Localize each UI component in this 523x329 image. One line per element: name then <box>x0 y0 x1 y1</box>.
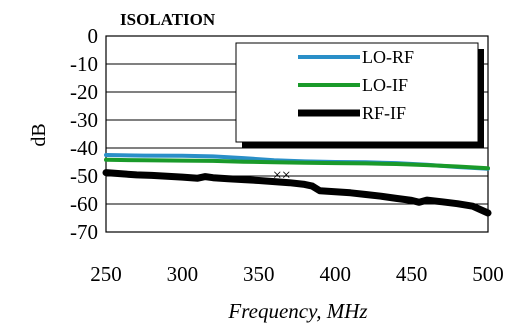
x-tick-label: 350 <box>243 262 275 286</box>
x-tick-label: 500 <box>472 262 504 286</box>
x-tick-label: 300 <box>167 262 199 286</box>
series-lines <box>102 153 492 217</box>
chart-title: ISOLATION <box>120 10 216 29</box>
legend-label: LO-RF <box>362 47 414 67</box>
legend: LO-RF LO-IF RF-IF <box>235 42 484 148</box>
y-tick-label: -50 <box>70 164 98 188</box>
x-axis-label: Frequency, MHz <box>227 299 367 323</box>
y-tick-label: 0 <box>88 24 99 48</box>
legend-label: RF-IF <box>362 103 406 123</box>
x-tick-label: 450 <box>396 262 428 286</box>
plot-area: ×× <box>102 35 492 233</box>
series-line-lo-if <box>104 157 490 171</box>
legend-box <box>235 42 479 143</box>
y-tick-label: -30 <box>70 108 98 132</box>
series-line-rf-if <box>102 169 492 217</box>
y-tick-label: -60 <box>70 192 98 216</box>
y-tick-label: -40 <box>70 136 98 160</box>
y-tick-label: -10 <box>70 52 98 76</box>
x-tick-labels: 250 300 350 400 450 500 <box>90 262 504 286</box>
y-tick-label: -70 <box>70 220 98 244</box>
plot-frame <box>105 35 489 233</box>
x-tick-label: 250 <box>90 262 122 286</box>
chart-annotation: ×× <box>273 167 291 184</box>
legend-label: LO-IF <box>362 75 408 95</box>
y-axis-label: dB <box>28 123 50 146</box>
y-tick-labels: 0 -10 -20 -30 -40 -50 -60 -70 <box>70 24 98 244</box>
y-tick-label: -20 <box>70 80 98 104</box>
x-tick-label: 400 <box>319 262 351 286</box>
